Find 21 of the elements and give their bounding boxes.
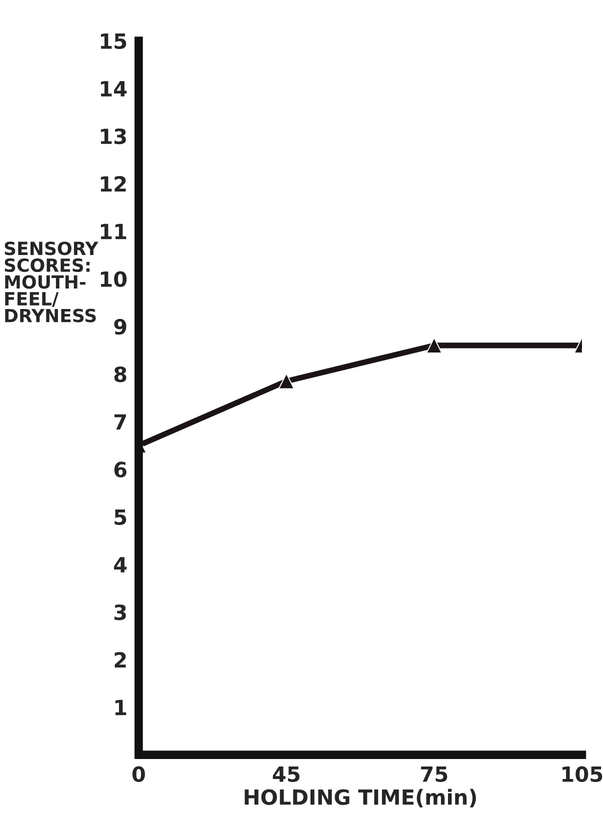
y-tick-label: 10 [100, 271, 127, 288]
x-tick-label: 0 [132, 766, 145, 782]
y-tick-label: 1 [115, 700, 126, 716]
x-tick-label: 45 [272, 766, 300, 782]
y-tick-label: 14 [100, 81, 127, 96]
y-tick-label: 5 [114, 510, 126, 526]
x-tick-label: 105 [562, 766, 602, 782]
y-tick-label: 15 [100, 34, 126, 50]
y-tick-label: 9 [114, 318, 126, 335]
x-axis-title: HOLDING TIME(min) [244, 788, 476, 808]
y-tick-label: 8 [114, 366, 126, 382]
y-tick-label: 13 [100, 128, 126, 144]
y-tick-label: 3 [114, 604, 126, 620]
y-tick-label: 11 [100, 224, 126, 240]
y-tick-label: 4 [114, 557, 127, 572]
x-tick-label: 75 [421, 766, 448, 782]
y-tick-label: 6 [114, 462, 126, 478]
y-tick-label: 12 [100, 176, 126, 192]
y-tick-label: 7 [114, 414, 126, 430]
y-tick-label: 2 [114, 652, 126, 668]
y-axis-title: SENSORY SCORES: MOUTH- FEEL/ DRYNESS [4, 242, 98, 322]
